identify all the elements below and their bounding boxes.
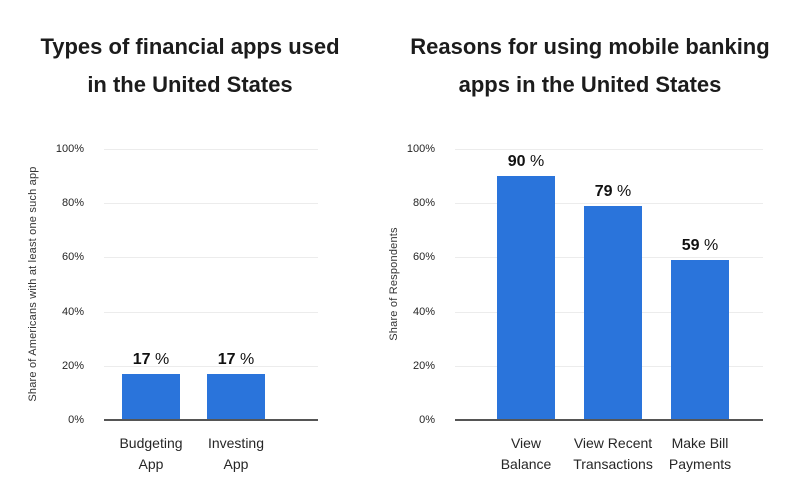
x-axis-line	[455, 419, 763, 421]
bar-group: 90 % View Balance	[497, 149, 555, 472]
bar-group: 59 % Make Bill Payments	[669, 149, 731, 472]
y-tick-label-60: 60%	[61, 251, 84, 264]
bar-group: 79 % View Recent Transactions	[573, 149, 653, 472]
y-tick-label-0: 0%	[68, 414, 84, 426]
x-category-label: View Balance	[500, 435, 552, 472]
bar-value-number: 79	[594, 182, 613, 200]
y-tick-label-100: 100%	[55, 143, 84, 155]
y-axis-label: Share of Respondents	[388, 227, 400, 341]
x-category-label: View Recent Transactions	[573, 435, 653, 472]
y-tick-label-80: 80%	[61, 197, 84, 210]
chart-financial-apps: Types of financial apps used in the Unit…	[0, 0, 380, 501]
bar-value-percent-sign: %	[150, 350, 170, 368]
gridline-60	[104, 257, 318, 259]
bar-value-percent-sign: %	[235, 350, 255, 368]
bar-value-label: 17 %	[92, 351, 210, 369]
y-tick-label-100: 100%	[406, 143, 435, 155]
plot-area: 0% 20% 40% 60% 80% 100% 90 % View Balance 79 % Vi…	[407, 143, 763, 472]
y-tick-label-20: 20%	[61, 359, 84, 372]
bar	[207, 373, 265, 420]
y-tick-label-20: 20%	[412, 359, 435, 372]
bar-value-percent-sign: %	[525, 153, 545, 171]
x-axis-line	[104, 419, 318, 421]
bar	[671, 260, 729, 420]
gridline-80	[104, 203, 318, 205]
bar-value-number: 90	[507, 153, 526, 171]
y-tick-label-40: 40%	[412, 305, 435, 318]
gridline-80	[455, 203, 763, 205]
x-category-label: Budgeting App	[119, 435, 183, 472]
bar-value-label: 59 %	[641, 237, 759, 255]
bar	[497, 176, 555, 420]
y-tick-label-80: 80%	[412, 197, 435, 210]
bar-group: 17 % Investing App	[207, 149, 265, 472]
bar	[584, 205, 642, 420]
gridline-20	[104, 365, 318, 367]
plot-area: 0% 20% 40% 60% 80% 100% 17 % Budgeting App 17 % I…	[56, 143, 318, 472]
bar-group: 17 % Budgeting App	[119, 149, 182, 472]
gridline-40	[104, 311, 318, 313]
gridline-100	[455, 149, 763, 150]
bar-value-label: 90 %	[467, 153, 585, 171]
chart-title: Types of financial apps used in the Unit…	[40, 34, 340, 97]
y-tick-label-0: 0%	[419, 414, 435, 426]
y-tick-label-60: 60%	[412, 251, 435, 264]
bar-value-number: 59	[681, 237, 700, 255]
x-category-label: Make Bill Payments	[668, 435, 732, 472]
bar-value-label: 79 %	[554, 183, 672, 201]
bar-value-percent-sign: %	[612, 182, 632, 200]
gridline-100	[104, 149, 318, 150]
bar-value-percent-sign: %	[699, 237, 719, 255]
bar-value-label: 17 %	[177, 351, 295, 369]
bar-value-number: 17	[132, 350, 151, 368]
chart-title: Reasons for using mobile banking apps in…	[410, 34, 770, 97]
chart-mobile-banking-reasons: Reasons for using mobile banking apps in…	[380, 0, 800, 501]
bar	[122, 373, 180, 420]
x-category-label: Investing App	[207, 435, 265, 472]
bar-value-number: 17	[217, 350, 236, 368]
y-tick-label-40: 40%	[61, 305, 84, 318]
